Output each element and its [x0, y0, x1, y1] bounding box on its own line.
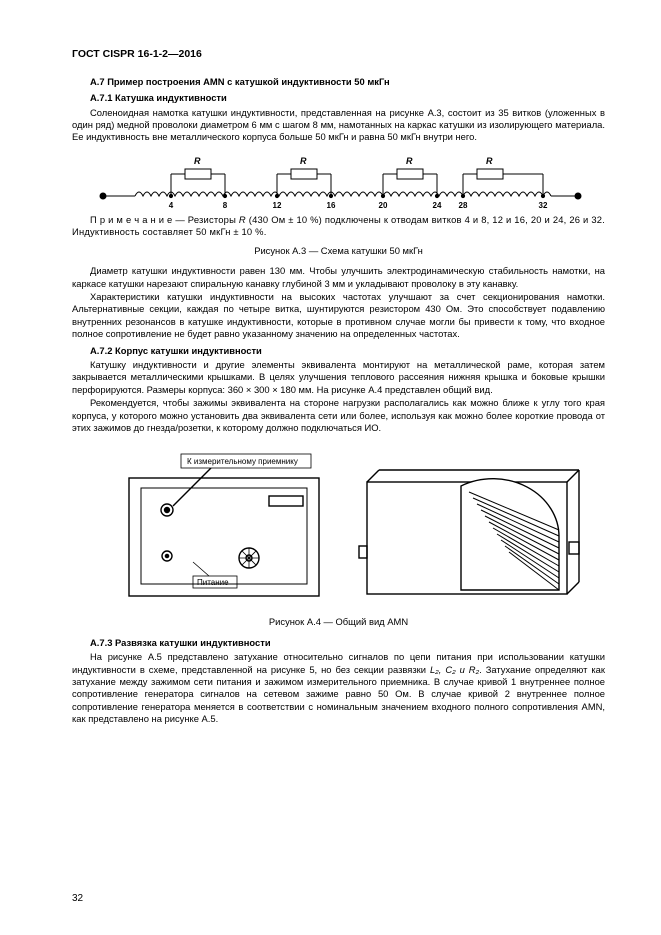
r-label-1: R	[194, 156, 201, 166]
figure-a3-svg: R R R R 4 8 12 16 20 24 28 32	[89, 150, 589, 212]
r-label-2: R	[300, 156, 307, 166]
tick-20: 20	[378, 201, 387, 210]
section-a71-title: А.7.1 Катушка индуктивности	[72, 92, 605, 104]
para-a71-3: Характеристики катушки индуктивности на …	[72, 291, 605, 341]
page: ГОСТ CISPR 16-1-2—2016 А.7 Пример постро…	[0, 0, 661, 935]
para-a71-1: Соленоидная намотка катушки индуктивност…	[72, 107, 605, 144]
section-a73-title: А.7.3 Развязка катушки индуктивности	[72, 637, 605, 649]
tick-12: 12	[272, 201, 281, 210]
tick-32: 32	[538, 201, 547, 210]
r-label-4: R	[486, 156, 493, 166]
doc-header: ГОСТ CISPR 16-1-2—2016	[72, 48, 605, 62]
r-label-3: R	[406, 156, 413, 166]
tick-4: 4	[168, 201, 173, 210]
para-a73-1: На рисунке А.5 представлено затухание от…	[72, 651, 605, 725]
tick-28: 28	[458, 201, 467, 210]
fig-a4-label-bottom: Питание	[197, 578, 229, 587]
para-a72-2: Рекомендуется, чтобы зажимы эквивалента …	[72, 397, 605, 434]
fig-a3-caption: Рисунок А.3 — Схема катушки 50 мкГн	[72, 245, 605, 257]
section-a72-title: А.7.2 Корпус катушки индуктивности	[72, 345, 605, 357]
figure-a4-svg: К измерительному приемнику Питание	[89, 440, 589, 610]
fig-a4-label-top: К измерительному приемнику	[187, 457, 298, 466]
fig-a4-caption: Рисунок А.4 — Общий вид AMN	[72, 616, 605, 628]
section-a7-title: А.7 Пример построения AMN с катушкой инд…	[72, 76, 605, 88]
note-a3: П р и м е ч а н и е — Резисторы R (430 О…	[72, 214, 605, 239]
para-a71-2: Диаметр катушки индуктивности равен 130 …	[72, 265, 605, 290]
para-a73-math: L₂, C₂ и R₂	[430, 664, 479, 675]
tick-16: 16	[326, 201, 335, 210]
tick-24: 24	[432, 201, 441, 210]
tick-8: 8	[222, 201, 227, 210]
page-number: 32	[72, 892, 83, 905]
para-a72-1: Катушку индуктивности и другие элементы …	[72, 359, 605, 396]
note-prefix: П р и м е ч а н и е — Резисторы	[90, 214, 239, 225]
